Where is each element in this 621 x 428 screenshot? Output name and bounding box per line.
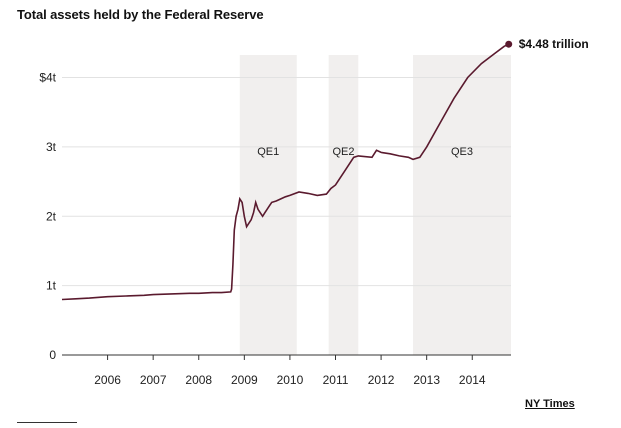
source-credit: NY Times	[525, 398, 575, 410]
y-tick-label-0: 0	[49, 348, 56, 362]
x-tick-label-3: 2009	[231, 373, 258, 387]
footer-rule	[17, 422, 77, 423]
x-tick-label-1: 2007	[140, 373, 167, 387]
series-line	[61, 43, 510, 301]
x-tick-label-5: 2011	[323, 373, 349, 387]
end-value-label: $4.48 trillion	[519, 37, 589, 51]
y-tick-label-4: $4t	[39, 71, 56, 85]
end-point-marker	[505, 40, 513, 48]
y-axis: 0 1t 2t 3t $4t	[39, 71, 56, 363]
x-tick-label-6: 2012	[368, 373, 395, 387]
gridlines	[62, 77, 511, 287]
qe-band-label-2: QE2	[332, 146, 354, 158]
x-tick-label-4: 2010	[277, 373, 304, 387]
x-axis: 2006 2007 2008 2009 2010 2011 2012 2013 2014	[62, 354, 511, 387]
qe-band-labels: QE1 QE2 QE3	[257, 146, 473, 158]
qe-band-3	[412, 55, 511, 355]
chart-title: Total assets held by the Federal Reserve	[17, 7, 264, 22]
y-tick-label-2: 2t	[46, 209, 57, 223]
y-tick-label-1: 1t	[46, 279, 57, 293]
x-tick-label-0: 2006	[94, 373, 121, 387]
x-tick-label-2: 2008	[185, 373, 212, 387]
x-tick-label-7: 2013	[413, 373, 440, 387]
y-tick-label-3: 3t	[46, 140, 57, 154]
qe-band-label-3: QE3	[451, 146, 473, 158]
qe-band-label-1: QE1	[257, 146, 279, 158]
x-tick-label-8: 2014	[459, 373, 486, 387]
qe-band-2	[328, 55, 359, 355]
qe-bands	[239, 55, 511, 355]
qe-band-1	[239, 55, 297, 355]
